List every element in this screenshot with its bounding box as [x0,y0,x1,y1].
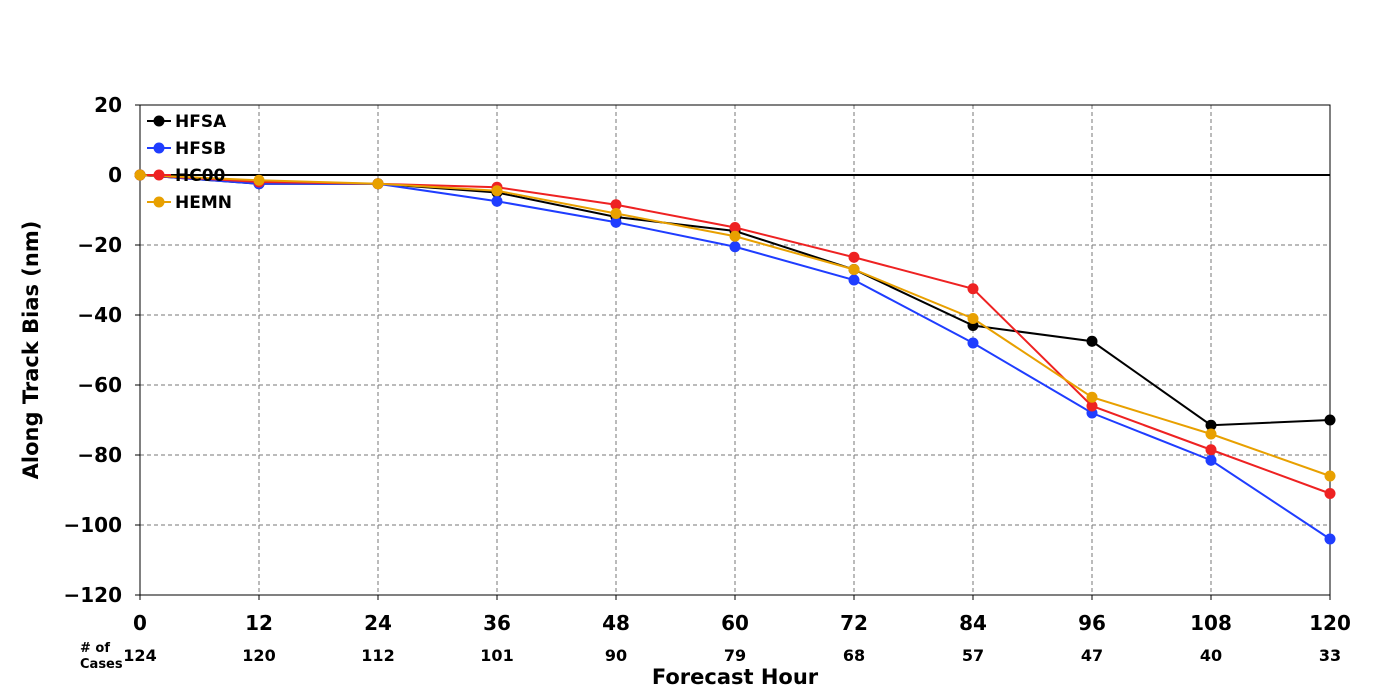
x-tick-label-8: 96 [1078,611,1106,635]
x-tick-label-9: 108 [1190,611,1232,635]
legend-marker-hfsa [153,115,165,127]
point-hemn-84 [967,313,979,324]
x-tick-label-7: 84 [959,611,987,635]
point-hfsa-120 [1324,414,1336,426]
y-tick-label-2: −20 [77,233,122,257]
point-hemn-24 [372,178,384,190]
x-tick-label-6: 72 [840,611,868,635]
series-lines [134,169,1336,545]
case-counts: # of Cases 124 120 112 101 90 79 68 57 47 40 33 [80,641,1341,672]
cases-caption-line1: # of [80,641,110,656]
point-hemn-48 [610,208,622,219]
point-hfsb-108 [1205,454,1217,466]
y-tick-label-5: −80 [77,443,122,467]
point-hfsb-84 [967,337,979,349]
case-count-2: 112 [361,646,394,665]
case-count-9: 40 [1200,646,1222,665]
point-hfsb-120 [1324,533,1336,545]
x-tick-label-5: 60 [721,611,749,635]
legend-marker-hc00 [153,169,165,181]
point-hfsb-60 [729,241,741,253]
legend-marker-hemn [153,196,165,208]
y-tick-label-4: −60 [77,373,122,397]
point-hc00-96 [1086,400,1098,412]
point-hemn-60 [729,230,741,242]
x-tick-label-1: 12 [245,611,273,635]
x-tick-label-10: 120 [1309,611,1351,635]
case-count-6: 68 [843,646,865,665]
x-axis-ticks: 0 12 24 36 48 60 72 84 96 108 120 [133,595,1351,635]
point-hc00-60 [729,222,741,233]
x-tick-label-2: 24 [364,611,392,635]
y-tick-label-7: −120 [63,583,122,607]
y-axis-ticks: 20 0 −20 −40 −60 −80 −100 −120 [63,93,140,607]
y-tick-label-6: −100 [63,513,122,537]
point-hc00-72 [848,251,860,263]
point-hfsb-36 [491,195,503,207]
y-tick-label-0: 20 [94,93,122,117]
point-hfsb-48 [610,216,622,228]
point-hc00-108 [1205,444,1217,456]
legend-label-hemn: HEMN [175,193,232,213]
case-count-5: 79 [724,646,746,665]
grid-lines [140,105,1330,595]
x-tick-label-4: 48 [602,611,630,635]
cases-caption-line2: Cases [80,657,123,672]
point-hemn-0 [134,169,146,181]
point-hfsb-72 [848,274,860,286]
point-hfsa-108 [1205,419,1217,431]
point-hemn-36 [491,185,503,197]
case-count-3: 101 [480,646,513,665]
point-hemn-108 [1205,428,1217,440]
legend-label-hfsa: HFSA [175,112,227,132]
point-hc00-48 [610,199,622,211]
y-axis-title: Along Track Bias (nm) [19,221,43,480]
point-hc00-84 [967,283,979,295]
case-count-1: 120 [242,646,275,665]
point-hemn-12 [253,174,265,186]
case-count-7: 57 [962,646,984,665]
point-hc00-120 [1324,488,1336,499]
case-count-8: 47 [1081,646,1103,665]
legend-label-hc00: HC00 [175,166,226,186]
legend-marker-hfsb [153,142,165,154]
y-tick-label-3: −40 [77,303,122,327]
case-count-4: 90 [605,646,627,665]
legend-label-hfsb: HFSB [175,139,226,159]
x-axis-title: Forecast Hour [652,665,819,689]
point-hemn-72 [848,264,860,275]
y-tick-label-1: 0 [108,163,122,187]
legend: HFSA HFSB HC00 HEMN [147,112,232,213]
x-tick-label-3: 36 [483,611,511,635]
point-hemn-96 [1086,391,1098,403]
case-count-0: 124 [123,646,156,665]
point-hfsa-96 [1086,335,1098,347]
case-count-10: 33 [1319,646,1341,665]
point-hemn-120 [1324,470,1336,482]
x-tick-label-0: 0 [133,611,147,635]
